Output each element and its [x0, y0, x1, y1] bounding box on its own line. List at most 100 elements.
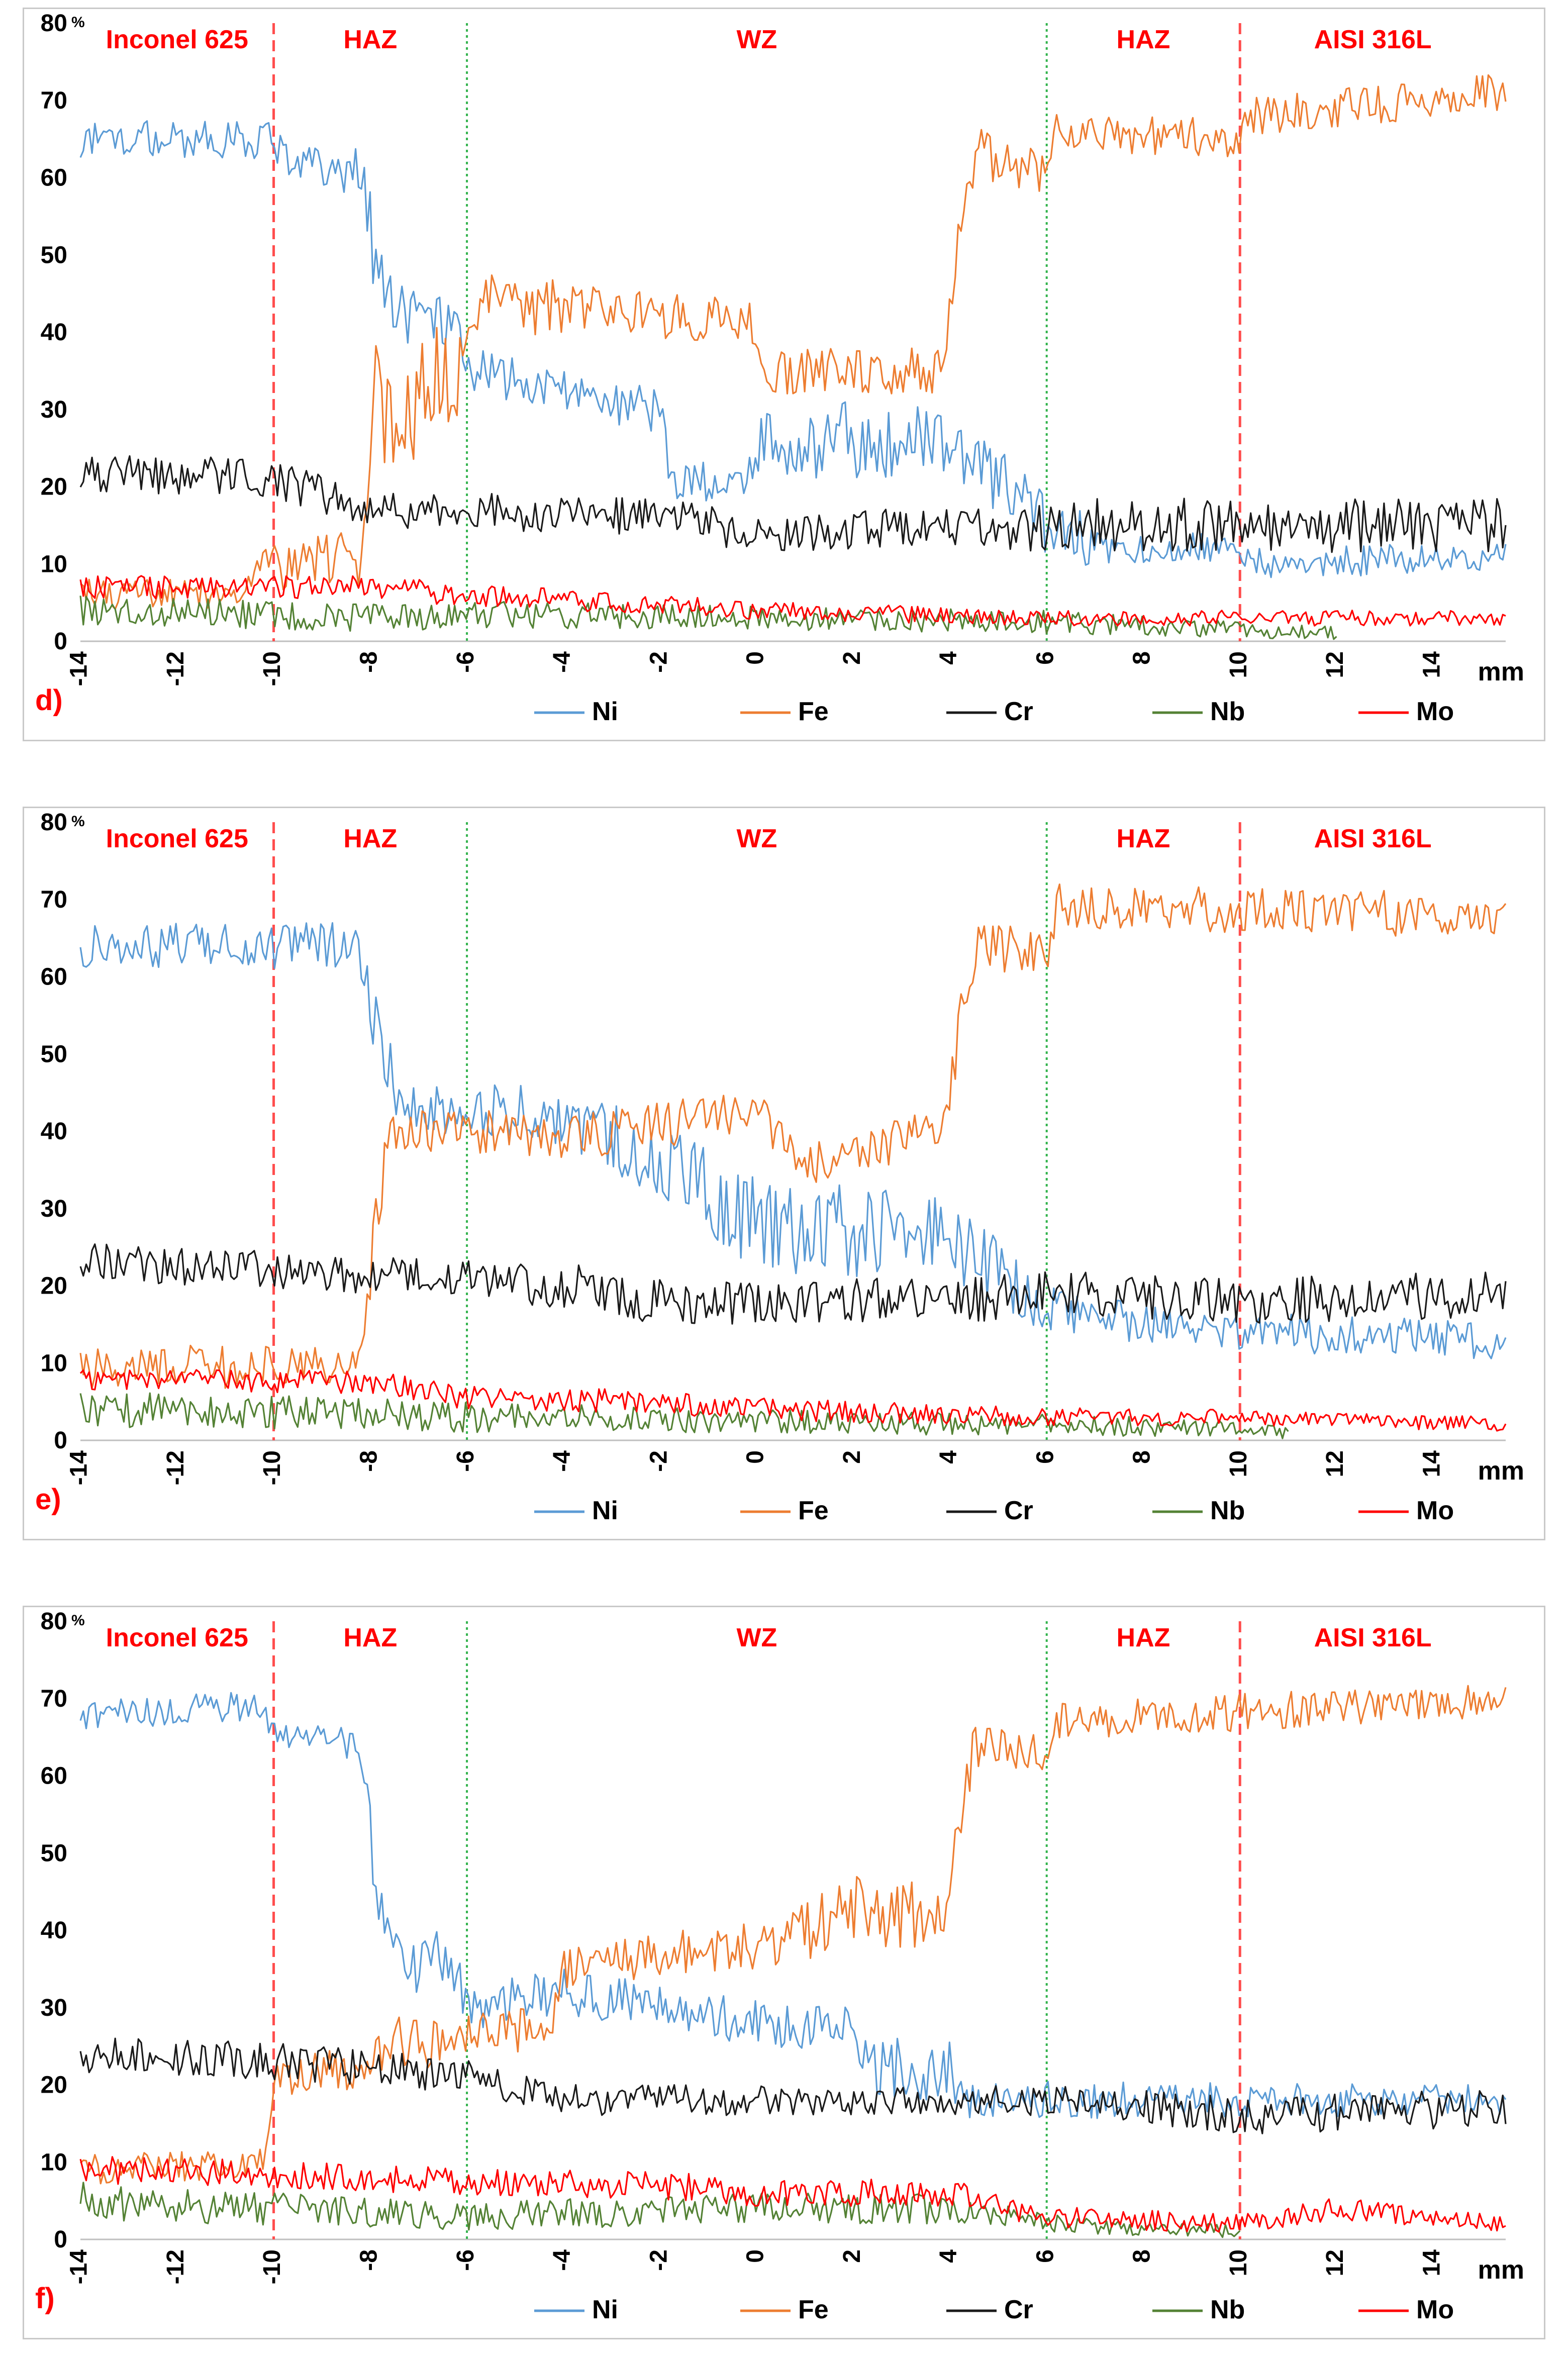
zone-label: Inconel 625 — [106, 824, 248, 853]
x-tick-label: -6 — [452, 1450, 479, 1472]
legend-label-cr: Cr — [1004, 2295, 1033, 2324]
y-tick-label: 60 — [41, 165, 67, 191]
y-tick-label: 70 — [41, 87, 67, 114]
y-unit-label: % — [71, 813, 85, 830]
y-tick-label: 20 — [41, 474, 67, 501]
zone-label: HAZ — [1117, 1623, 1170, 1652]
legend-label-mo: Mo — [1416, 2295, 1454, 2324]
x-tick-label: 10 — [1225, 2249, 1252, 2276]
legend-label-ni: Ni — [592, 697, 618, 726]
x-tick-label: 10 — [1225, 1450, 1252, 1477]
series-line-nb — [79, 596, 1337, 640]
y-tick-label: 0 — [54, 628, 67, 655]
legend-label-ni: Ni — [592, 2295, 618, 2324]
panel-label: e) — [35, 1483, 61, 1516]
series-line-fe — [80, 74, 1507, 610]
legend-label-nb: Nb — [1210, 2295, 1245, 2324]
y-tick-label: 80 — [41, 1608, 67, 1635]
chart-panel-d: Inconel 625 HAZ WZ HAZ AISI 316L 80 70 60 50 40 30… — [23, 8, 1545, 741]
y-tick-label: 0 — [54, 1427, 67, 1454]
x-tick-label: 6 — [1032, 651, 1058, 665]
x-tick-label: -12 — [162, 1450, 189, 1485]
y-tick-label: 30 — [41, 1995, 67, 2021]
x-tick-label: -12 — [162, 2249, 189, 2284]
y-tick-label: 20 — [41, 2072, 67, 2099]
panel-label: d) — [35, 684, 63, 717]
x-tick-label: -2 — [645, 2249, 672, 2271]
zone-label: WZ — [736, 824, 777, 853]
x-tick-label: -4 — [549, 2249, 575, 2271]
y-unit-label: % — [71, 14, 85, 31]
x-tick-label: 14 — [1418, 2249, 1445, 2277]
y-tick-label: 60 — [41, 1763, 67, 1790]
zone-label: AISI 316L — [1314, 1623, 1432, 1652]
x-tick-label: -2 — [645, 1450, 672, 1472]
x-tick-label: -10 — [259, 2249, 285, 2284]
line-chart-d: Inconel 625 HAZ WZ HAZ AISI 316L807060504030… — [41, 10, 1524, 726]
y-tick-label: 10 — [41, 1350, 67, 1377]
y-tick-label: 50 — [41, 1840, 67, 1867]
y-tick-label: 50 — [41, 1041, 67, 1067]
series-line-ni — [79, 120, 1507, 578]
series-line-mo — [79, 1369, 1507, 1432]
x-tick-label: 10 — [1225, 651, 1252, 678]
line-chart-f: Inconel 625 HAZ WZ HAZ AISI 316L807060504030… — [41, 1608, 1524, 2324]
chart-panel-f: Inconel 625 HAZ WZ HAZ AISI 316L 80 70 60 50 40 30… — [23, 1606, 1545, 2339]
series-line-ni — [79, 922, 1507, 1359]
y-tick-label: 10 — [41, 2149, 67, 2176]
x-tick-label: -6 — [452, 2249, 479, 2271]
x-tick-label: 2 — [839, 1450, 865, 1464]
x-tick-label: -2 — [645, 651, 672, 673]
x-axis-unit-label: mm — [1478, 657, 1524, 686]
x-tick-label: 12 — [1322, 651, 1348, 678]
zone-label: AISI 316L — [1314, 824, 1432, 853]
y-tick-label: 60 — [41, 964, 67, 991]
x-tick-label: 2 — [839, 651, 865, 665]
series-line-fe — [79, 884, 1507, 1389]
legend-label-nb: Nb — [1210, 697, 1245, 726]
zone-label: WZ — [736, 1623, 777, 1652]
series-line-nb — [79, 1392, 1289, 1439]
y-tick-label: 30 — [41, 397, 67, 423]
y-tick-label: 70 — [41, 887, 67, 913]
y-tick-label: 80 — [41, 809, 67, 836]
x-tick-label: 4 — [935, 651, 962, 665]
series-line-cr — [79, 455, 1507, 553]
x-tick-label: -8 — [355, 2249, 382, 2271]
zone-label: AISI 316L — [1314, 25, 1432, 54]
x-tick-label: 12 — [1322, 1450, 1348, 1477]
x-tick-label: -10 — [259, 651, 285, 686]
x-tick-label: -4 — [549, 1450, 575, 1472]
series-line-mo — [79, 2156, 1506, 2233]
y-tick-label: 80 — [41, 10, 67, 37]
x-tick-label: 0 — [742, 2249, 769, 2263]
x-tick-label: 4 — [935, 2249, 962, 2263]
legend-label-fe: Fe — [798, 1496, 829, 1525]
legend-label-nb: Nb — [1210, 1496, 1245, 1525]
x-tick-label: 0 — [742, 1450, 769, 1464]
y-tick-label: 30 — [41, 1196, 67, 1222]
legend-label-mo: Mo — [1416, 697, 1454, 726]
x-tick-label: -14 — [66, 651, 92, 686]
series-line-nb — [79, 2182, 1241, 2238]
legend-label-mo: Mo — [1416, 1496, 1454, 1525]
x-tick-label: -14 — [66, 1450, 92, 1486]
legend-label-fe: Fe — [798, 2295, 829, 2324]
legend-label-cr: Cr — [1004, 1496, 1033, 1525]
x-tick-label: -14 — [66, 2249, 92, 2285]
x-tick-label: 4 — [935, 1450, 962, 1464]
y-tick-label: 50 — [41, 242, 67, 268]
series-line-cr — [79, 1243, 1507, 1325]
series-line-ni — [79, 1692, 1507, 2119]
series-line-cr — [79, 2037, 1507, 2134]
x-tick-label: 2 — [839, 2249, 865, 2263]
y-tick-label: 20 — [41, 1273, 67, 1300]
x-tick-label: -10 — [259, 1450, 285, 1485]
x-axis-unit-label: mm — [1478, 2255, 1524, 2285]
y-tick-label: 10 — [41, 551, 67, 577]
x-tick-label: -4 — [549, 651, 575, 673]
zone-label: HAZ — [1117, 824, 1170, 853]
x-tick-label: 6 — [1032, 1450, 1058, 1464]
x-axis-unit-label: mm — [1478, 1456, 1524, 1486]
y-tick-label: 40 — [41, 1118, 67, 1145]
